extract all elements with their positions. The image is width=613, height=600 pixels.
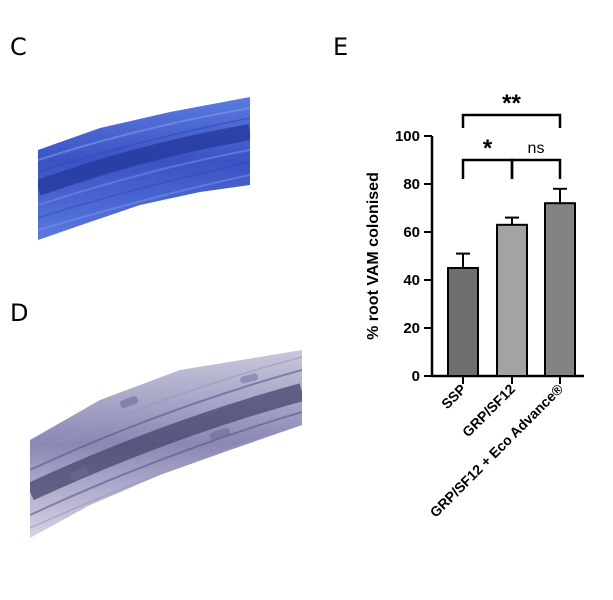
significance-label: ns <box>528 140 545 157</box>
significance-label: ** <box>502 90 521 117</box>
y-axis-label: % root VAM colonised <box>365 172 382 340</box>
significance-bracket <box>461 158 514 179</box>
y-tick-label: 100 <box>395 128 420 145</box>
y-tick-label: 0 <box>412 368 420 385</box>
panel-label-c: C <box>10 33 27 61</box>
panel-label-d: D <box>10 299 29 327</box>
significance-annotations: * ns ** <box>461 90 562 179</box>
significance-label: * <box>483 135 493 162</box>
y-tick-label: 40 <box>403 272 420 289</box>
significance-bracket <box>510 158 562 179</box>
root-texture-d <box>30 356 302 529</box>
bar <box>544 202 576 377</box>
stained-root-c <box>38 97 250 240</box>
bar <box>447 267 479 377</box>
y-tick-label: 80 <box>403 176 420 193</box>
significance-bracket <box>461 113 562 128</box>
y-tick-label: 20 <box>403 320 420 337</box>
panel-label-e: E <box>333 33 349 61</box>
x-tick-label: SSP <box>438 381 469 412</box>
chart-bars <box>447 187 576 377</box>
bar <box>496 223 528 377</box>
y-tick-label: 60 <box>403 224 420 241</box>
root-texture-c <box>38 107 250 231</box>
